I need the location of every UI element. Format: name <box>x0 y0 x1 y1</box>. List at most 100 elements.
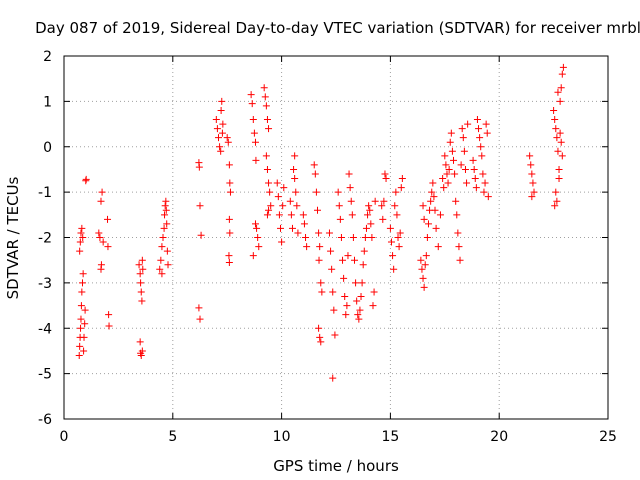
data-point <box>330 306 338 314</box>
data-point <box>260 84 268 92</box>
data-point <box>348 211 356 219</box>
data-point <box>365 202 373 210</box>
data-point <box>160 224 168 232</box>
data-point <box>556 129 564 137</box>
data-point <box>262 152 270 160</box>
data-point <box>553 134 561 142</box>
data-point <box>328 265 336 273</box>
data-point <box>262 102 270 110</box>
data-point <box>370 288 378 296</box>
data-point <box>265 206 273 214</box>
data-point <box>248 100 256 108</box>
data-point <box>379 215 387 223</box>
x-tick-label: 15 <box>381 429 399 445</box>
grid-lines <box>64 56 608 419</box>
data-point <box>480 188 488 196</box>
data-point <box>273 179 281 187</box>
data-point <box>138 347 146 355</box>
data-point <box>346 184 354 192</box>
data-point <box>294 229 302 237</box>
data-point <box>557 138 565 146</box>
data-point <box>315 256 323 264</box>
data-point <box>217 106 225 114</box>
data-point <box>360 247 368 255</box>
data-point <box>337 234 345 241</box>
data-point <box>429 179 437 187</box>
data-point <box>555 175 563 183</box>
data-point <box>396 229 404 237</box>
data-point <box>261 93 269 101</box>
data-point <box>226 229 234 237</box>
data-point <box>471 175 479 183</box>
data-point <box>476 134 484 142</box>
data-point <box>98 188 106 196</box>
data-point <box>315 229 323 237</box>
data-point <box>163 220 171 228</box>
data-point <box>423 234 431 241</box>
data-point <box>80 347 88 355</box>
data-point <box>336 215 344 223</box>
data-point <box>554 147 562 155</box>
data-point <box>364 211 372 219</box>
data-point <box>135 261 143 269</box>
data-point <box>431 206 439 214</box>
data-point <box>139 265 147 273</box>
data-point <box>557 84 565 92</box>
data-point <box>368 234 376 241</box>
data-point <box>217 147 225 155</box>
data-point <box>331 331 339 339</box>
axis-ticks <box>63 55 609 420</box>
data-point <box>80 333 88 341</box>
data-point <box>288 224 296 232</box>
data-point <box>79 234 87 241</box>
data-point <box>559 63 567 71</box>
data-point <box>419 202 427 210</box>
data-point <box>355 315 363 323</box>
x-tick-label: 10 <box>273 429 291 445</box>
data-point <box>286 197 294 205</box>
data-point <box>212 116 220 124</box>
data-point <box>214 134 222 142</box>
data-point <box>479 170 487 178</box>
data-point <box>358 279 366 287</box>
data-point <box>287 211 295 219</box>
data-point <box>442 161 450 169</box>
data-point <box>552 188 560 196</box>
data-point <box>451 170 459 178</box>
data-point <box>195 304 203 312</box>
data-point <box>457 161 465 169</box>
data-point <box>300 220 308 228</box>
data-point <box>195 163 203 171</box>
data-point <box>463 179 471 187</box>
data-point <box>216 143 224 151</box>
data-point <box>266 188 274 196</box>
data-point <box>253 224 261 232</box>
data-point <box>277 224 285 232</box>
data-point <box>274 193 282 201</box>
data-point <box>419 274 427 282</box>
data-point <box>453 211 461 219</box>
data-point <box>481 179 489 187</box>
data-point <box>362 224 370 232</box>
data-point <box>82 175 90 183</box>
y-axis-title: SDTVAR / TECUs <box>4 176 22 299</box>
data-point <box>369 302 377 310</box>
data-point <box>422 252 430 260</box>
data-point <box>292 188 300 196</box>
data-point <box>458 125 466 133</box>
data-point <box>418 265 426 273</box>
data-point <box>394 234 402 241</box>
data-point <box>224 138 232 146</box>
data-point <box>267 202 275 210</box>
data-point <box>162 197 170 205</box>
data-point <box>77 302 85 310</box>
data-points <box>75 63 567 382</box>
data-point <box>345 170 353 178</box>
data-point <box>353 297 361 305</box>
data-point <box>529 179 537 187</box>
data-point <box>263 211 271 219</box>
data-point <box>554 88 562 96</box>
data-point <box>303 243 311 251</box>
data-point <box>225 258 233 266</box>
